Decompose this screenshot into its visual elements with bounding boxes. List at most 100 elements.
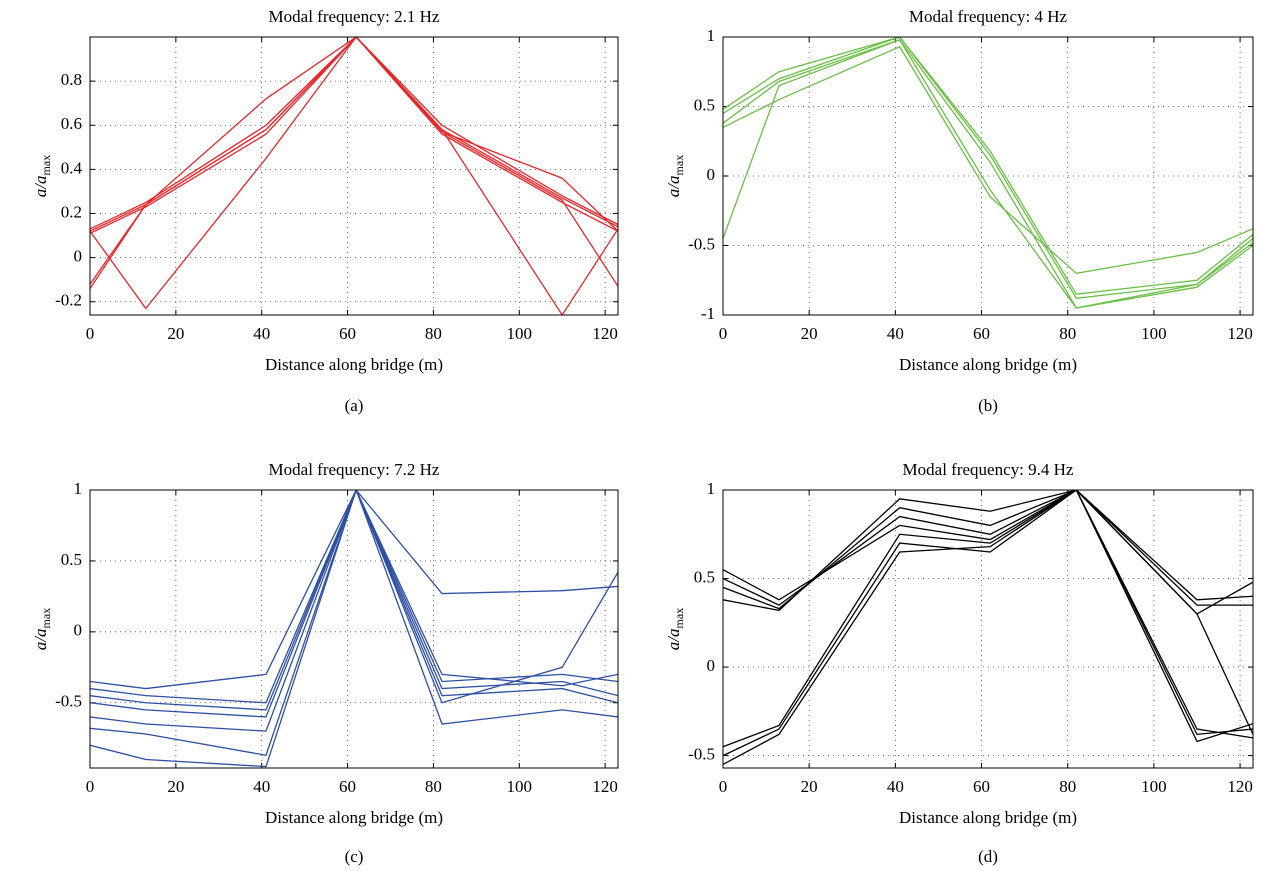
y-tick-label: 0.2 [61, 202, 82, 221]
y-axis-label-sub: max [39, 155, 53, 176]
y-tick-label: -0.5 [688, 234, 715, 253]
x-tick-label: 40 [887, 324, 904, 343]
x-tick-label: 0 [719, 777, 728, 796]
y-axis-label: a/amax [31, 155, 53, 197]
x-axis-label: Distance along bridge (m) [899, 355, 1077, 374]
chart-title: Modal frequency: 2.1 Hz [269, 7, 440, 26]
x-tick-label: 60 [339, 324, 356, 343]
plot-frame [89, 36, 619, 316]
x-tick-label: 80 [425, 777, 442, 796]
x-tick-label: 100 [1141, 777, 1167, 796]
series-line [90, 37, 618, 289]
series-line [90, 37, 618, 285]
y-axis-label-main: a/a [664, 175, 683, 197]
x-axis-label: Distance along bridge (m) [265, 808, 443, 827]
x-tick-label: 120 [592, 777, 618, 796]
caption: (a) [345, 396, 364, 415]
series-line [90, 490, 618, 711]
y-tick-label: -0.5 [688, 745, 715, 764]
x-tick-label: 60 [339, 777, 356, 796]
x-axis-label: Distance along bridge (m) [899, 808, 1077, 827]
subplot: 0 20 40 60 80 100 120 -1 -0.5 0 0.5 1 Modal frequenc… [664, 7, 1254, 415]
series-line [723, 45, 1253, 274]
y-tick-label: 0.5 [61, 550, 82, 569]
y-tick-label: 1 [707, 26, 716, 45]
y-tick-label: 0.5 [694, 95, 715, 114]
y-axis-label-main: a/a [31, 628, 50, 650]
y-tick-label: 0 [74, 247, 83, 266]
series-line [723, 490, 1253, 757]
y-tick-label: 0 [707, 165, 716, 184]
series-line [723, 490, 1253, 735]
series-line [723, 490, 1253, 606]
x-tick-label: 100 [507, 777, 533, 796]
series-line [90, 37, 618, 315]
series-line [90, 37, 618, 232]
y-tick-label: 0.8 [61, 70, 82, 89]
y-tick-label: 0 [74, 621, 83, 640]
y-axis-label-main: a/a [31, 175, 50, 197]
plot-frame [722, 489, 1254, 769]
plot-frame [722, 36, 1254, 316]
x-tick-label: 40 [253, 777, 270, 796]
x-tick-label: 80 [425, 324, 442, 343]
caption: (d) [978, 847, 998, 866]
y-tick-label: -1 [701, 304, 715, 323]
series-line [90, 490, 618, 732]
y-axis-label: a/amax [664, 608, 686, 650]
x-tick-label: 0 [719, 324, 728, 343]
y-axis-label-sub: max [39, 608, 53, 629]
y-tick-label: -0.2 [55, 291, 82, 310]
caption: (b) [978, 396, 998, 415]
series-line [90, 490, 618, 768]
series-line [90, 37, 618, 234]
y-tick-label: 1 [707, 479, 716, 498]
y-tick-label: 1 [74, 479, 83, 498]
x-axis-label: Distance along bridge (m) [265, 355, 443, 374]
x-tick-label: 20 [801, 777, 818, 796]
x-tick-label: 60 [973, 324, 990, 343]
y-tick-label: 0.5 [694, 567, 715, 586]
chart-title: Modal frequency: 7.2 Hz [269, 460, 440, 479]
plot-frame [89, 489, 619, 769]
x-tick-label: 20 [167, 777, 184, 796]
series-line [90, 490, 618, 690]
x-tick-label: 0 [86, 324, 95, 343]
x-tick-label: 20 [801, 324, 818, 343]
x-tick-label: 60 [973, 777, 990, 796]
x-tick-label: 100 [1141, 324, 1167, 343]
series-line [723, 39, 1253, 309]
x-tick-label: 0 [86, 777, 95, 796]
y-tick-label: 0 [707, 656, 716, 675]
series-line [723, 490, 1253, 766]
y-axis-label-sub: max [672, 608, 686, 629]
x-tick-label: 40 [887, 777, 904, 796]
chart-title: Modal frequency: 4 Hz [909, 7, 1068, 26]
x-tick-label: 40 [253, 324, 270, 343]
y-axis-label: a/amax [664, 155, 686, 197]
series-line [723, 37, 1253, 295]
series-line [90, 490, 618, 756]
y-axis-label: a/amax [31, 608, 53, 650]
series-line [90, 490, 618, 718]
x-tick-label: 120 [1227, 324, 1253, 343]
x-tick-label: 80 [1059, 777, 1076, 796]
y-tick-label: 0.4 [61, 158, 83, 177]
series-line [90, 490, 618, 704]
series-line [723, 490, 1253, 610]
y-tick-label: 0.6 [61, 114, 82, 133]
x-tick-label: 100 [507, 324, 533, 343]
series-line [723, 490, 1253, 748]
series-line [90, 37, 618, 230]
x-tick-label: 20 [167, 324, 184, 343]
y-axis-label-main: a/a [664, 628, 683, 650]
series-line [723, 38, 1253, 309]
caption: (c) [345, 847, 364, 866]
x-tick-label: 120 [592, 324, 618, 343]
chart-title: Modal frequency: 9.4 Hz [903, 460, 1074, 479]
x-tick-label: 120 [1227, 777, 1253, 796]
